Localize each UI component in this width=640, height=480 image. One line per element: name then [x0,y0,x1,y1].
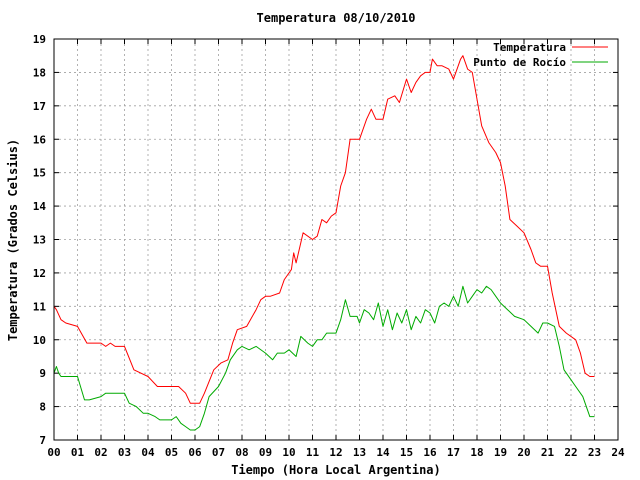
x-tick-label: 24 [611,446,625,459]
y-tick-label: 9 [39,367,46,380]
x-tick-label: 07 [212,446,225,459]
chart-title: Temperatura 08/10/2010 [257,11,416,25]
x-tick-label: 21 [541,446,555,459]
x-tick-label: 04 [141,446,155,459]
x-tick-label: 23 [588,446,601,459]
x-tick-label: 20 [517,446,530,459]
y-tick-label: 7 [39,434,46,447]
x-tick-label: 00 [47,446,60,459]
legend-label-temperatura: Temperatura [493,41,566,54]
x-tick-label: 12 [329,446,342,459]
series-lines [53,55,595,431]
x-tick-label: 06 [188,446,202,459]
legend-label-punto-de-rocio: Punto de Rocío [473,56,566,69]
y-tick-label: 17 [33,100,46,113]
grid [54,39,618,440]
x-tick-label: 19 [494,446,507,459]
x-tick-label: 08 [235,446,248,459]
x-tick-label: 17 [447,446,460,459]
x-axis-label: Tiempo (Hora Local Argentina) [231,463,441,477]
y-tick-label: 16 [33,133,47,146]
y-tick-label: 12 [33,267,46,280]
x-tick-label: 13 [353,446,366,459]
x-tick-label: 22 [564,446,577,459]
series-line-punto-de-rocio [53,285,595,431]
series-line-temperatura [53,55,595,404]
x-tick-label: 10 [282,446,295,459]
plot-frame [53,38,619,441]
axis-ticks: 00 01 02 03 04 05 06 07 08 09 10 11 12 13 14 15 16 17 18 19… [33,33,625,459]
x-tick-label: 09 [259,446,272,459]
y-axis-label: Temperatura (Grados Celsius) [6,139,20,341]
x-tick-label: 03 [118,446,131,459]
y-tick-label: 10 [33,334,46,347]
x-tick-label: 14 [376,446,390,459]
y-tick-label: 18 [33,66,46,79]
x-tick-label: 18 [470,446,483,459]
y-tick-label: 19 [33,33,46,46]
y-tick-label: 11 [33,300,47,313]
x-tick-label: 02 [94,446,107,459]
x-tick-label: 15 [400,446,413,459]
y-tick-label: 14 [33,200,47,213]
x-tick-label: 01 [71,446,85,459]
y-tick-label: 13 [33,234,46,247]
y-tick-label: 8 [39,401,46,414]
y-tick-label: 15 [33,167,46,180]
legend: Temperatura Punto de Rocío [473,41,608,69]
x-tick-label: 11 [306,446,320,459]
x-tick-label: 05 [165,446,178,459]
x-tick-label: 16 [423,446,437,459]
